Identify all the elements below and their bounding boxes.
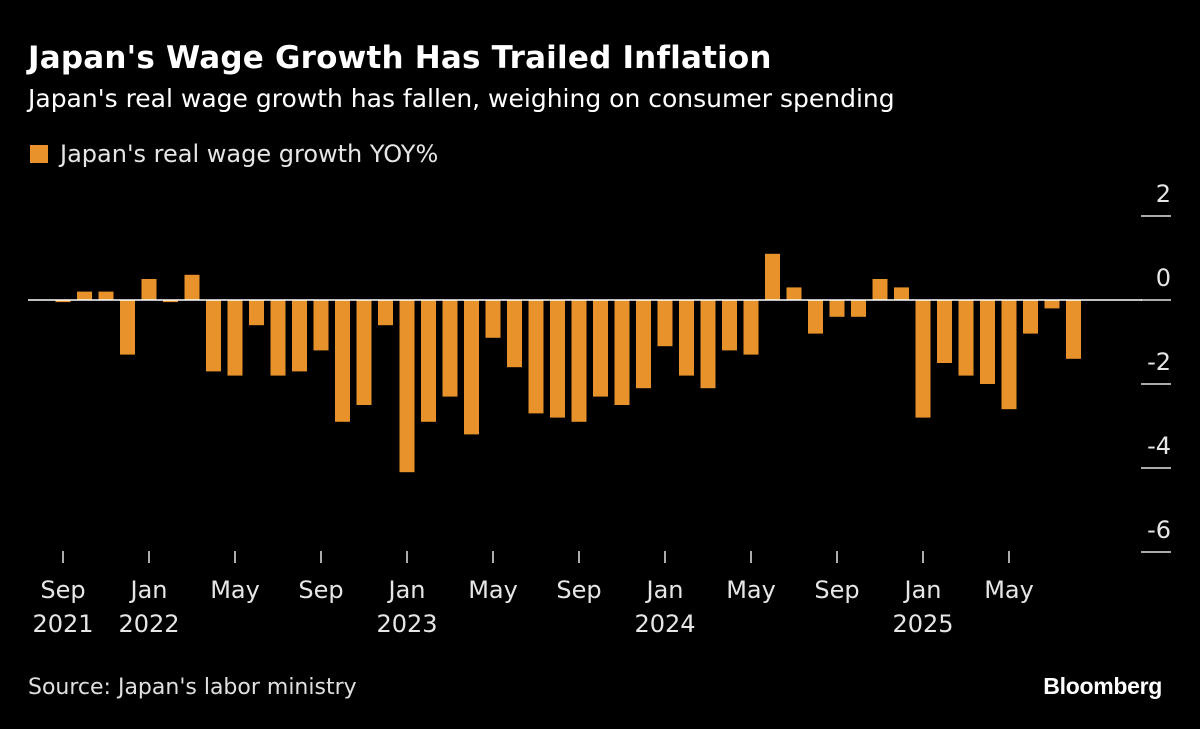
bar-2025-06 — [1023, 300, 1038, 334]
x-tick-label-year: 2024 — [634, 610, 695, 638]
bar-2024-07 — [786, 287, 802, 300]
bar-2024-12 — [894, 287, 909, 300]
bloomberg-logo: Bloomberg — [1043, 673, 1162, 699]
x-tick-label-month: Sep — [298, 576, 343, 604]
x-tick-label-month: Jan — [903, 576, 942, 604]
bar-2025-04 — [980, 300, 995, 384]
bar-2022-10 — [335, 300, 350, 422]
x-tick-label-year: 2021 — [32, 610, 93, 638]
chart-title: Japan's Wage Growth Has Trailed Inflatio… — [28, 40, 772, 76]
bar-2022-09 — [313, 300, 329, 351]
bar-2021-09 — [55, 300, 71, 303]
chart-subtitle: Japan's real wage growth has fallen, wei… — [28, 84, 895, 113]
bar-2023-04 — [464, 300, 479, 435]
bar-2022-01 — [141, 279, 157, 300]
bar-2023-06 — [507, 300, 522, 368]
bar-2023-09 — [571, 300, 587, 422]
bar-2025-05 — [1001, 300, 1017, 410]
bar-2025-07 — [1044, 300, 1060, 309]
y-tick-label: 0 — [1156, 264, 1171, 292]
y-tick-label: -4 — [1147, 432, 1171, 460]
bar-2022-11 — [356, 300, 372, 405]
bar-2024-06 — [765, 253, 780, 300]
bar-2024-05 — [743, 300, 759, 355]
bar-2025-01 — [915, 300, 931, 418]
bar-2023-05 — [485, 300, 501, 338]
legend: Japan's real wage growth YOY% — [30, 140, 438, 168]
bar-2021-12 — [120, 300, 135, 355]
x-tick-label-month: Jan — [129, 576, 168, 604]
x-tick-label-year: 2025 — [892, 610, 953, 638]
bar-2024-11 — [872, 279, 888, 300]
bar-2024-02 — [679, 300, 694, 376]
bar-2023-03 — [442, 300, 458, 397]
bar-2022-04 — [206, 300, 221, 372]
x-tick-label-month: Sep — [556, 576, 601, 604]
x-tick-label-month: Jan — [645, 576, 684, 604]
bar-2023-07 — [528, 300, 544, 414]
x-tick-label-month: Sep — [814, 576, 859, 604]
bar-2023-10 — [593, 300, 608, 397]
x-tick-label-month: May — [468, 576, 518, 604]
legend-label: Japan's real wage growth YOY% — [60, 140, 439, 168]
x-tick-label-month: May — [984, 576, 1034, 604]
bar-2024-10 — [851, 300, 866, 317]
bar-2022-05 — [227, 300, 243, 376]
bar-2025-08 — [1066, 300, 1081, 359]
x-tick-label-year: 2022 — [118, 610, 179, 638]
x-tick-label-year: 2023 — [376, 610, 437, 638]
x-tick-label-month: Jan — [387, 576, 426, 604]
y-axis: 2 0 -2 -4 -6 — [1141, 180, 1171, 553]
source-note: Source: Japan's labor ministry — [28, 675, 357, 700]
bar-2025-02 — [937, 300, 952, 363]
bars-group — [55, 253, 1081, 473]
bar-2024-03 — [700, 300, 716, 389]
bar-2022-02 — [163, 300, 178, 303]
bar-2025-03 — [958, 300, 974, 376]
bar-2022-03 — [184, 274, 200, 300]
y-tick-label: 2 — [1156, 180, 1171, 208]
x-tick-label-month: May — [210, 576, 260, 604]
bar-2024-01 — [657, 300, 673, 347]
bar-2024-04 — [722, 300, 737, 351]
bar-2023-02 — [421, 300, 436, 422]
bar-2022-12 — [378, 300, 393, 326]
bar-2023-12 — [636, 300, 651, 389]
y-tick-label: -2 — [1147, 348, 1171, 376]
bar-2023-11 — [614, 300, 630, 405]
bar-2024-08 — [808, 300, 823, 334]
x-tick-label-month: May — [726, 576, 776, 604]
x-tick-label-month: Sep — [40, 576, 85, 604]
bar-2021-10 — [77, 291, 92, 300]
legend-swatch — [30, 145, 48, 163]
bar-2022-06 — [249, 300, 264, 326]
bar-2022-08 — [292, 300, 307, 372]
bar-2024-09 — [829, 300, 845, 317]
bar-2023-01 — [399, 300, 415, 473]
x-axis: Sep 2021 Jan 2022 May Sep Jan 2023 May Sep Jan 2024… — [32, 551, 1034, 638]
bar-2023-08 — [550, 300, 565, 418]
bar-2022-07 — [270, 300, 286, 376]
bar-2021-11 — [98, 291, 114, 300]
y-tick-label: -6 — [1147, 516, 1171, 544]
